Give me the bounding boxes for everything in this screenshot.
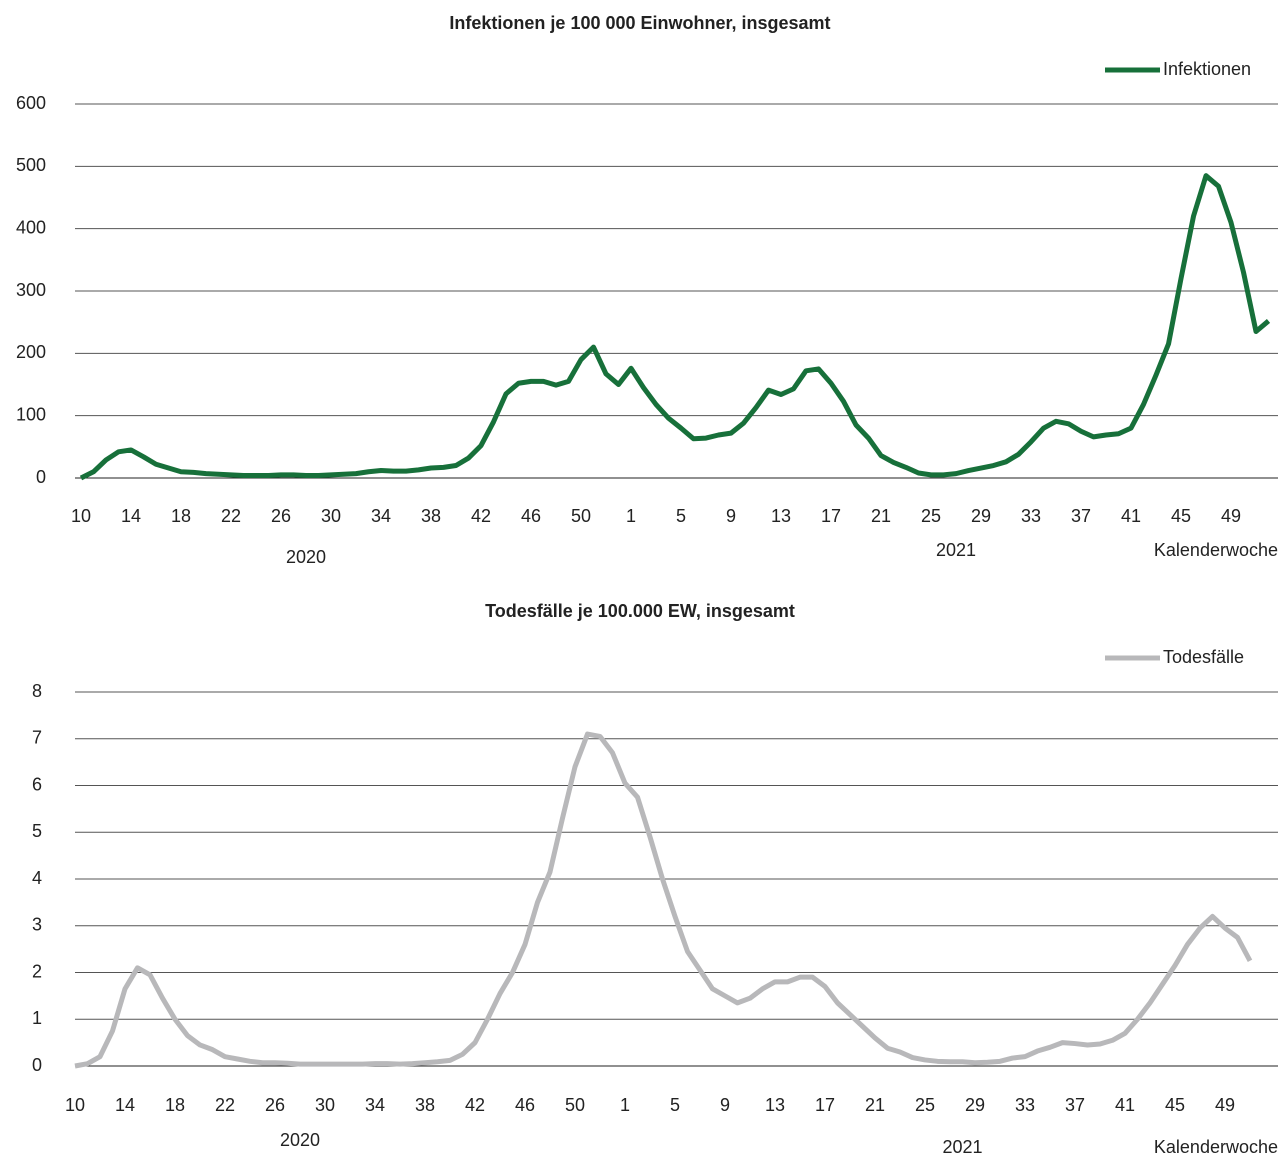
x-tick-label: 17 (821, 506, 841, 526)
x-tick-label: 25 (915, 1095, 935, 1115)
x-tick-label: 9 (726, 506, 736, 526)
legend-label: Todesfälle (1163, 647, 1244, 667)
x-tick-label: 22 (221, 506, 241, 526)
x-tick-label: 26 (265, 1095, 285, 1115)
chart-title: Todesfälle je 100.000 EW, insgesamt (485, 601, 795, 621)
x-axis-label: Kalenderwoche (1154, 1137, 1278, 1157)
x-tick-label: 1 (620, 1095, 630, 1115)
data-line (79, 173, 1271, 481)
x-tick-label: 50 (571, 506, 591, 526)
x-tick-label: 49 (1221, 506, 1241, 526)
y-tick-label: 300 (16, 280, 46, 300)
x-tick-label: 33 (1021, 506, 1041, 526)
x-tick-label: 18 (165, 1095, 185, 1115)
x-tick-label: 1 (626, 506, 636, 526)
y-tick-label: 8 (32, 681, 42, 701)
x-tick-label: 21 (871, 506, 891, 526)
x-tick-label: 38 (415, 1095, 435, 1115)
x-tick-label: 50 (565, 1095, 585, 1115)
y-tick-label: 0 (36, 467, 46, 487)
x-tick-label: 10 (71, 506, 91, 526)
x-tick-label: 30 (315, 1095, 335, 1115)
x-tick-label: 41 (1115, 1095, 1135, 1115)
x-tick-label: 38 (421, 506, 441, 526)
y-tick-label: 3 (32, 915, 42, 935)
data-line (74, 731, 1253, 1069)
x-axis-label: Kalenderwoche (1154, 540, 1278, 560)
x-tick-label: 10 (65, 1095, 85, 1115)
x-tick-label: 5 (676, 506, 686, 526)
x-tick-label: 30 (321, 506, 341, 526)
chart-title: Infektionen je 100 000 Einwohner, insges… (449, 13, 830, 33)
year-label: 2021 (936, 540, 976, 560)
x-tick-label: 46 (515, 1095, 535, 1115)
x-tick-label: 42 (465, 1095, 485, 1115)
y-tick-label: 2 (32, 961, 42, 981)
x-tick-label: 45 (1171, 506, 1191, 526)
x-tick-label: 18 (171, 506, 191, 526)
x-tick-label: 41 (1121, 506, 1141, 526)
legend-label: Infektionen (1163, 59, 1251, 79)
x-tick-label: 9 (720, 1095, 730, 1115)
y-tick-label: 500 (16, 155, 46, 175)
x-tick-label: 37 (1065, 1095, 1085, 1115)
y-tick-label: 200 (16, 342, 46, 362)
x-tick-label: 29 (971, 506, 991, 526)
x-tick-label: 21 (865, 1095, 885, 1115)
x-tick-label: 29 (965, 1095, 985, 1115)
x-tick-label: 42 (471, 506, 491, 526)
x-tick-label: 26 (271, 506, 291, 526)
x-tick-label: 46 (521, 506, 541, 526)
x-tick-label: 45 (1165, 1095, 1185, 1115)
y-tick-label: 0 (32, 1055, 42, 1075)
x-tick-label: 33 (1015, 1095, 1035, 1115)
x-tick-label: 17 (815, 1095, 835, 1115)
x-tick-label: 34 (365, 1095, 385, 1115)
y-tick-label: 600 (16, 93, 46, 113)
y-tick-label: 6 (32, 774, 42, 794)
x-tick-label: 14 (115, 1095, 135, 1115)
year-label: 2020 (286, 547, 326, 567)
x-tick-label: 13 (765, 1095, 785, 1115)
x-tick-label: 34 (371, 506, 391, 526)
y-tick-label: 4 (32, 868, 42, 888)
x-tick-label: 25 (921, 506, 941, 526)
x-tick-label: 5 (670, 1095, 680, 1115)
x-tick-label: 13 (771, 506, 791, 526)
x-tick-label: 22 (215, 1095, 235, 1115)
x-tick-label: 37 (1071, 506, 1091, 526)
x-tick-label: 14 (121, 506, 141, 526)
year-label: 2020 (280, 1130, 320, 1150)
y-tick-label: 1 (32, 1008, 42, 1028)
x-tick-label: 49 (1215, 1095, 1235, 1115)
y-tick-label: 100 (16, 404, 46, 424)
y-tick-label: 5 (32, 821, 42, 841)
y-tick-label: 400 (16, 217, 46, 237)
year-label: 2021 (942, 1137, 982, 1157)
y-tick-label: 7 (32, 728, 42, 748)
